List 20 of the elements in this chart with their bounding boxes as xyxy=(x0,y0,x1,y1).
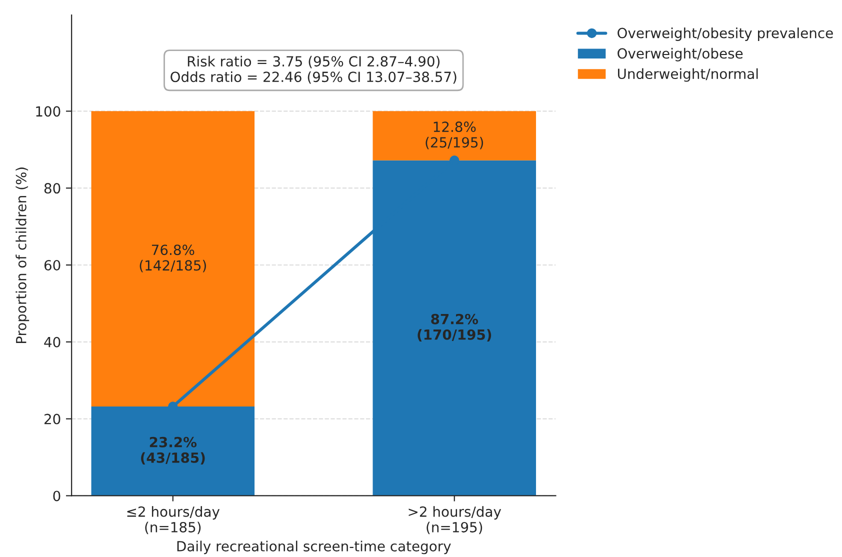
bar xyxy=(91,111,255,407)
x-axis-title: Daily recreational screen-time category xyxy=(177,540,451,554)
legend-label: Overweight/obesity prevalence xyxy=(618,28,833,41)
data-label: 76.8% (142/185) xyxy=(140,244,206,272)
y-tick-label: 80 xyxy=(44,183,60,194)
y-tick-label: 100 xyxy=(36,106,60,117)
y-tick-label: 0 xyxy=(53,490,60,502)
y-axis-title: Proportion of children (%) xyxy=(16,168,30,344)
annotation: Risk ratio = 3.75 (95% CI 2.87–4.90) Odds ratio = 22.46 (95% CI 13.07–38.57) xyxy=(170,56,456,84)
data-label: 12.8% (25/195) xyxy=(426,122,484,150)
data-label: 87.2% (170/195) xyxy=(418,314,492,342)
legend-label: Overweight/obese xyxy=(618,48,743,62)
y-tick-label: 60 xyxy=(44,260,60,270)
x-tick-label: >2 hours/day (n=195) xyxy=(408,506,502,534)
x-tick-label: ≤2 hours/day (n=185) xyxy=(127,506,220,534)
bar xyxy=(372,111,536,160)
data-label: 23.2% (43/185) xyxy=(141,436,205,465)
y-tick-label: 20 xyxy=(44,414,60,424)
legend-label: Underweight/normal xyxy=(618,68,758,82)
y-tick-label: 40 xyxy=(44,336,60,348)
